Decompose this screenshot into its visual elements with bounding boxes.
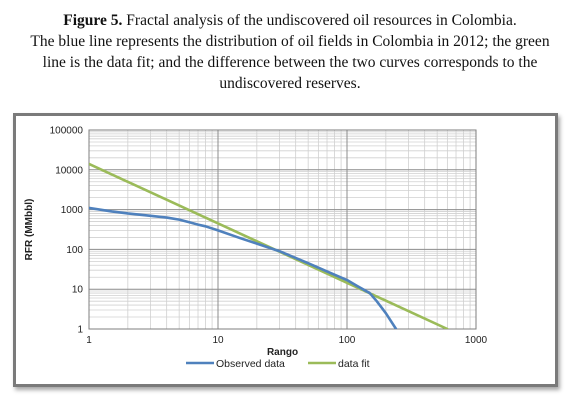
y-axis-label: RFR (MMbbl) [24, 199, 35, 261]
observed-data-line [89, 206, 398, 329]
legend-label-data-fit: data fit [338, 358, 370, 370]
chart-frame: 1 10 100 1000 1 10 100 1000 10000 100000 RFR (MMb… [13, 113, 558, 387]
x-axis-label: Rango [267, 347, 298, 358]
caption-title: Fractal analysis of the undiscovered oil… [122, 12, 517, 29]
y-tick-label: 10000 [55, 165, 83, 176]
plot-border [88, 129, 477, 330]
caption-line-1: Figure 5. Fractal analysis of the undisc… [0, 10, 580, 31]
caption-figure-label: Figure 5. [63, 12, 123, 29]
caption-line-2: The blue line represents the distributio… [30, 33, 550, 50]
figure-caption: Figure 5. Fractal analysis of the undisc… [0, 10, 580, 94]
plot-area [89, 130, 476, 329]
x-tick-label: 1000 [465, 335, 488, 346]
y-tick-label: 10 [72, 285, 84, 296]
y-tick-label: 1000 [61, 205, 84, 216]
y-tick-label: 100000 [50, 126, 84, 137]
x-tick-label: 1 [86, 335, 92, 346]
x-tick-label: 100 [339, 335, 356, 346]
caption-line-4: undiscovered reserves. [219, 75, 361, 92]
chart-ticks: 1 10 100 1000 1 10 100 1000 10000 100000 [50, 126, 488, 347]
chart-series [89, 162, 449, 329]
caption-line-3: line is the data fit; and the difference… [42, 54, 538, 71]
chart-legend: Observed data data fit [186, 358, 370, 370]
x-tick-label: 10 [212, 335, 224, 346]
chart-grid [88, 129, 477, 330]
legend-label-observed-data: Observed data [216, 358, 285, 370]
chart-svg: 1 10 100 1000 1 10 100 1000 10000 100000 RFR (MMb… [24, 126, 488, 371]
y-tick-label: 1 [77, 325, 83, 336]
y-tick-label: 100 [66, 245, 83, 256]
